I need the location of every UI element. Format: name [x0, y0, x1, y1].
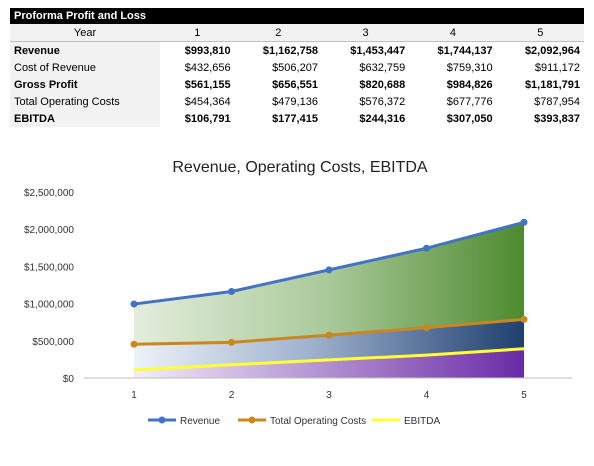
- pl-table: Year 1 2 3 4 5 Revenue $993,810 $1,162,758 $1,453…: [10, 24, 584, 127]
- data-point: [228, 338, 235, 346]
- table-cell: $432,656: [184, 61, 231, 74]
- data-point: [325, 266, 333, 274]
- table-cell: $911,172: [534, 61, 580, 74]
- header-year: 2: [234, 24, 322, 42]
- table-cell: $677,776: [446, 95, 493, 108]
- y-tick-label: $500,000: [32, 337, 74, 348]
- row-label: Cost of Revenue: [10, 59, 160, 76]
- chart-title: Revenue, Operating Costs, EBITDA: [172, 159, 428, 176]
- table-cell: $1,162,758: [262, 44, 318, 57]
- row-label: Revenue: [10, 41, 160, 59]
- data-point: [520, 218, 528, 226]
- table-row: EBITDA $106,791 $177,415 $244,316 $307,050 $3…: [10, 110, 584, 127]
- data-point: [228, 287, 235, 295]
- legend-marker: [158, 416, 166, 424]
- table-row: Gross Profit $561,155 $656,551 $820,688 $984…: [10, 76, 584, 93]
- x-tick-label: 5: [521, 390, 527, 401]
- header-year: 1: [160, 24, 235, 42]
- table-cell: $759,310: [446, 61, 493, 74]
- chart: Revenue, Operating Costs, EBITDA $0 $500,…: [24, 159, 572, 427]
- table-header-row: Year 1 2 3 4 5: [10, 24, 584, 42]
- table-cell: $1,181,791: [524, 78, 580, 91]
- table-row: Cost of Revenue $432,656 $506,207 $632,759 $…: [10, 59, 584, 76]
- table-cell: $479,136: [272, 95, 318, 108]
- row-label: EBITDA: [10, 110, 160, 127]
- table-row: Revenue $993,810 $1,162,758 $1,453,447 $1,74…: [10, 41, 584, 59]
- table-row: Total Operating Costs $454,364 $479,136 $57…: [10, 93, 584, 110]
- y-tick-label: $1,000,000: [24, 300, 74, 311]
- table-cell: $454,364: [184, 95, 231, 108]
- table-cell: $307,050: [446, 112, 493, 125]
- y-tick-label: $2,500,000: [24, 188, 74, 199]
- x-tick-label: 1: [131, 390, 137, 401]
- table-cell: $787,954: [534, 95, 580, 108]
- legend-label: EBITDA: [404, 416, 440, 427]
- data-point: [130, 300, 138, 308]
- y-tick-label: $2,000,000: [24, 225, 74, 236]
- row-label: Gross Profit: [10, 76, 160, 93]
- x-tick-label: 3: [326, 390, 332, 401]
- table-title: Proforma Profit and Loss: [10, 8, 584, 24]
- y-tick-label: $0: [63, 374, 75, 385]
- table-cell: $576,372: [359, 95, 406, 108]
- row-label: Total Operating Costs: [10, 93, 160, 110]
- table-cell: $1,744,137: [437, 44, 493, 57]
- data-point: [423, 324, 430, 332]
- header-year: 3: [321, 24, 410, 42]
- table-cell: $984,826: [446, 78, 493, 91]
- table-cell: $632,759: [359, 61, 406, 74]
- legend-label: Revenue: [180, 416, 220, 427]
- header-year-label: Year: [10, 24, 160, 42]
- table-cell: $244,316: [359, 112, 406, 125]
- table-cell: $820,688: [359, 78, 406, 91]
- ebitda-line: [133, 347, 525, 372]
- x-tick-label: 2: [229, 390, 235, 401]
- legend-marker: [248, 416, 256, 424]
- legend-label: Total Operating Costs: [270, 416, 366, 427]
- data-point: [325, 331, 333, 339]
- table-cell: $993,810: [184, 44, 231, 57]
- header-year: 4: [409, 24, 497, 42]
- table-cell: $393,837: [534, 112, 580, 125]
- y-tick-label: $1,500,000: [24, 262, 74, 273]
- data-point: [423, 244, 430, 252]
- pl-table-container: Proforma Profit and Loss Year 1 2 3 4 5 Revenu…: [10, 8, 584, 127]
- data-point: [520, 315, 528, 323]
- legend: Revenue Total Operating Costs EBITDA: [148, 416, 440, 427]
- table-cell: $106,791: [184, 112, 231, 125]
- table-cell: $177,415: [272, 112, 318, 125]
- table-cell: $1,453,447: [350, 44, 406, 57]
- x-tick-label: 4: [424, 390, 430, 401]
- table-cell: $506,207: [272, 61, 318, 74]
- table-cell: $561,155: [184, 78, 231, 91]
- header-year: 5: [496, 24, 584, 42]
- table-cell: $2,092,964: [524, 44, 580, 57]
- data-point: [130, 340, 138, 348]
- table-cell: $656,551: [272, 78, 318, 91]
